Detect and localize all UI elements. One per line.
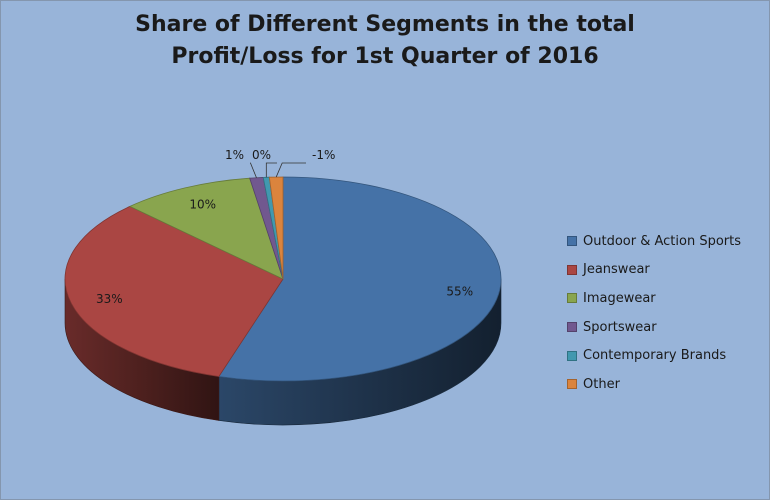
pie-slice-2 — [128, 177, 284, 280]
pie-slice-0 — [218, 176, 502, 382]
chart-title-line-1: Share of Different Segments in the total — [135, 12, 635, 37]
legend-item-0: Outdoor & Action Sports — [567, 227, 741, 256]
data-label-0: 55% — [446, 284, 473, 298]
legend-item-1: Jeanswear — [567, 256, 741, 285]
data-label-2: 10% — [189, 197, 216, 211]
chart-title: Share of Different Segments in the total… — [1, 9, 769, 73]
legend-label-4: Contemporary Brands — [583, 348, 727, 364]
legend-swatch-1 — [567, 264, 577, 275]
legend-item-2: Imagewear — [567, 284, 741, 313]
data-label-5: -1% — [312, 148, 335, 162]
leader-line-3 — [250, 162, 257, 178]
legend-item-3: Sportswear — [567, 313, 741, 342]
data-label-3: 1% — [225, 148, 244, 162]
legend-label-5: Other — [583, 376, 620, 392]
data-label-1: 33% — [96, 292, 123, 306]
leader-line-5 — [275, 162, 306, 178]
legend: Outdoor & Action Sports Jeanswear Imagewea… — [567, 227, 741, 399]
chart-title-line-2: Profit/Loss for 1st Quarter of 2016 — [171, 44, 599, 69]
pie-slice-1 — [64, 205, 284, 377]
legend-swatch-4 — [567, 350, 577, 361]
leader-line-4 — [265, 162, 277, 178]
legend-label-0: Outdoor & Action Sports — [583, 233, 741, 249]
legend-swatch-3 — [567, 322, 577, 333]
legend-label-3: Sportswear — [583, 319, 657, 335]
legend-item-5: Other — [567, 370, 741, 399]
legend-item-4: Contemporary Brands — [567, 341, 741, 370]
legend-swatch-0 — [567, 236, 577, 247]
legend-swatch-2 — [567, 293, 577, 304]
legend-swatch-5 — [567, 379, 577, 390]
legend-label-2: Imagewear — [583, 290, 656, 306]
data-label-4: 0% — [252, 148, 271, 162]
legend-label-1: Jeanswear — [583, 262, 650, 278]
